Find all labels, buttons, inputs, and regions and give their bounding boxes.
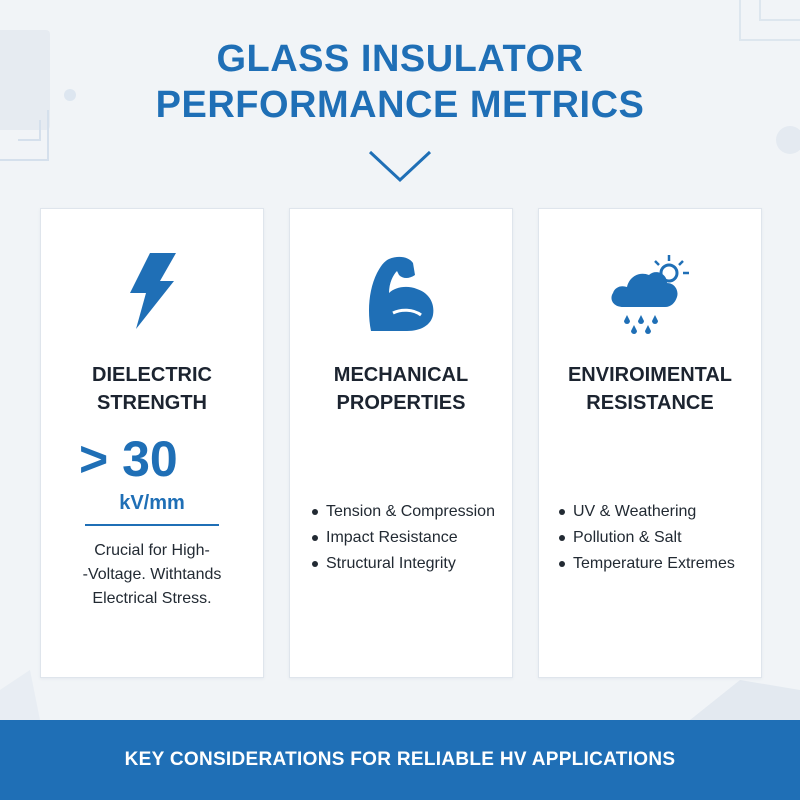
page-title: GLASS INSULATOR PERFORMANCE METRICS — [0, 36, 800, 128]
lightning-bolt-icon — [130, 253, 176, 329]
list-item: Structural Integrity — [312, 551, 512, 577]
page-title-line2: PERFORMANCE METRICS — [155, 84, 645, 126]
card-icon-wrapper — [41, 251, 263, 343]
page-title-line1: GLASS INSULATOR — [216, 38, 584, 80]
card-title-line2: RESISTANCE — [586, 392, 714, 414]
list-item: Tension & Compression — [312, 499, 512, 525]
chevron-down-icon — [368, 150, 432, 183]
dielectric-value: > 30 — [79, 431, 178, 487]
card-title-line2: PROPERTIES — [336, 392, 466, 414]
bullet-list: Tension & Compression Impact Resistance … — [312, 499, 512, 577]
card-title-line2: STRENGTH — [97, 392, 207, 414]
card-icon-wrapper — [290, 251, 512, 343]
list-item: Temperature Extremes — [559, 551, 759, 577]
card-title: ENVIROIMENTAL RESISTANCE — [539, 361, 761, 417]
card-mechanical-properties: MECHANICAL PROPERTIES Tension & Compress… — [289, 208, 513, 678]
card-environmental-resistance: ENVIROIMENTAL RESISTANCE UV & Weathering… — [538, 208, 762, 678]
card-title: DIELECTRIC STRENGTH — [41, 361, 263, 417]
list-item: UV & Weathering — [559, 499, 759, 525]
desc-line3: Electrical Stress. — [92, 590, 212, 607]
card-title-line1: ENVIROIMENTAL — [567, 364, 733, 386]
flexed-arm-icon — [369, 256, 434, 331]
divider — [85, 524, 219, 526]
card-icon-wrapper — [539, 251, 761, 343]
footer-banner: KEY CONSIDERATIONS FOR RELIABLE HV APPLI… — [0, 720, 800, 800]
bullet-list: UV & Weathering Pollution & Salt Tempera… — [559, 499, 759, 577]
desc-line1: Crucial for High- — [94, 542, 210, 559]
card-title-line1: MECHANICAL — [333, 364, 469, 386]
desc-line2: -Voltage. Withtands — [82, 566, 222, 583]
list-item: Impact Resistance — [312, 525, 512, 551]
rain-cloud-sun-icon — [611, 255, 689, 334]
dielectric-unit: kV/mm — [119, 492, 185, 514]
card-title: MECHANICAL PROPERTIES — [290, 361, 512, 417]
list-item: Pollution & Salt — [559, 525, 759, 551]
card-title-line1: DIELECTRIC — [92, 364, 212, 386]
card-description: Crucial for High- -Voltage. Withtands El… — [61, 539, 243, 611]
card-dielectric-strength: DIELECTRIC STRENGTH > 30 kV/mm Crucial f… — [40, 208, 264, 678]
